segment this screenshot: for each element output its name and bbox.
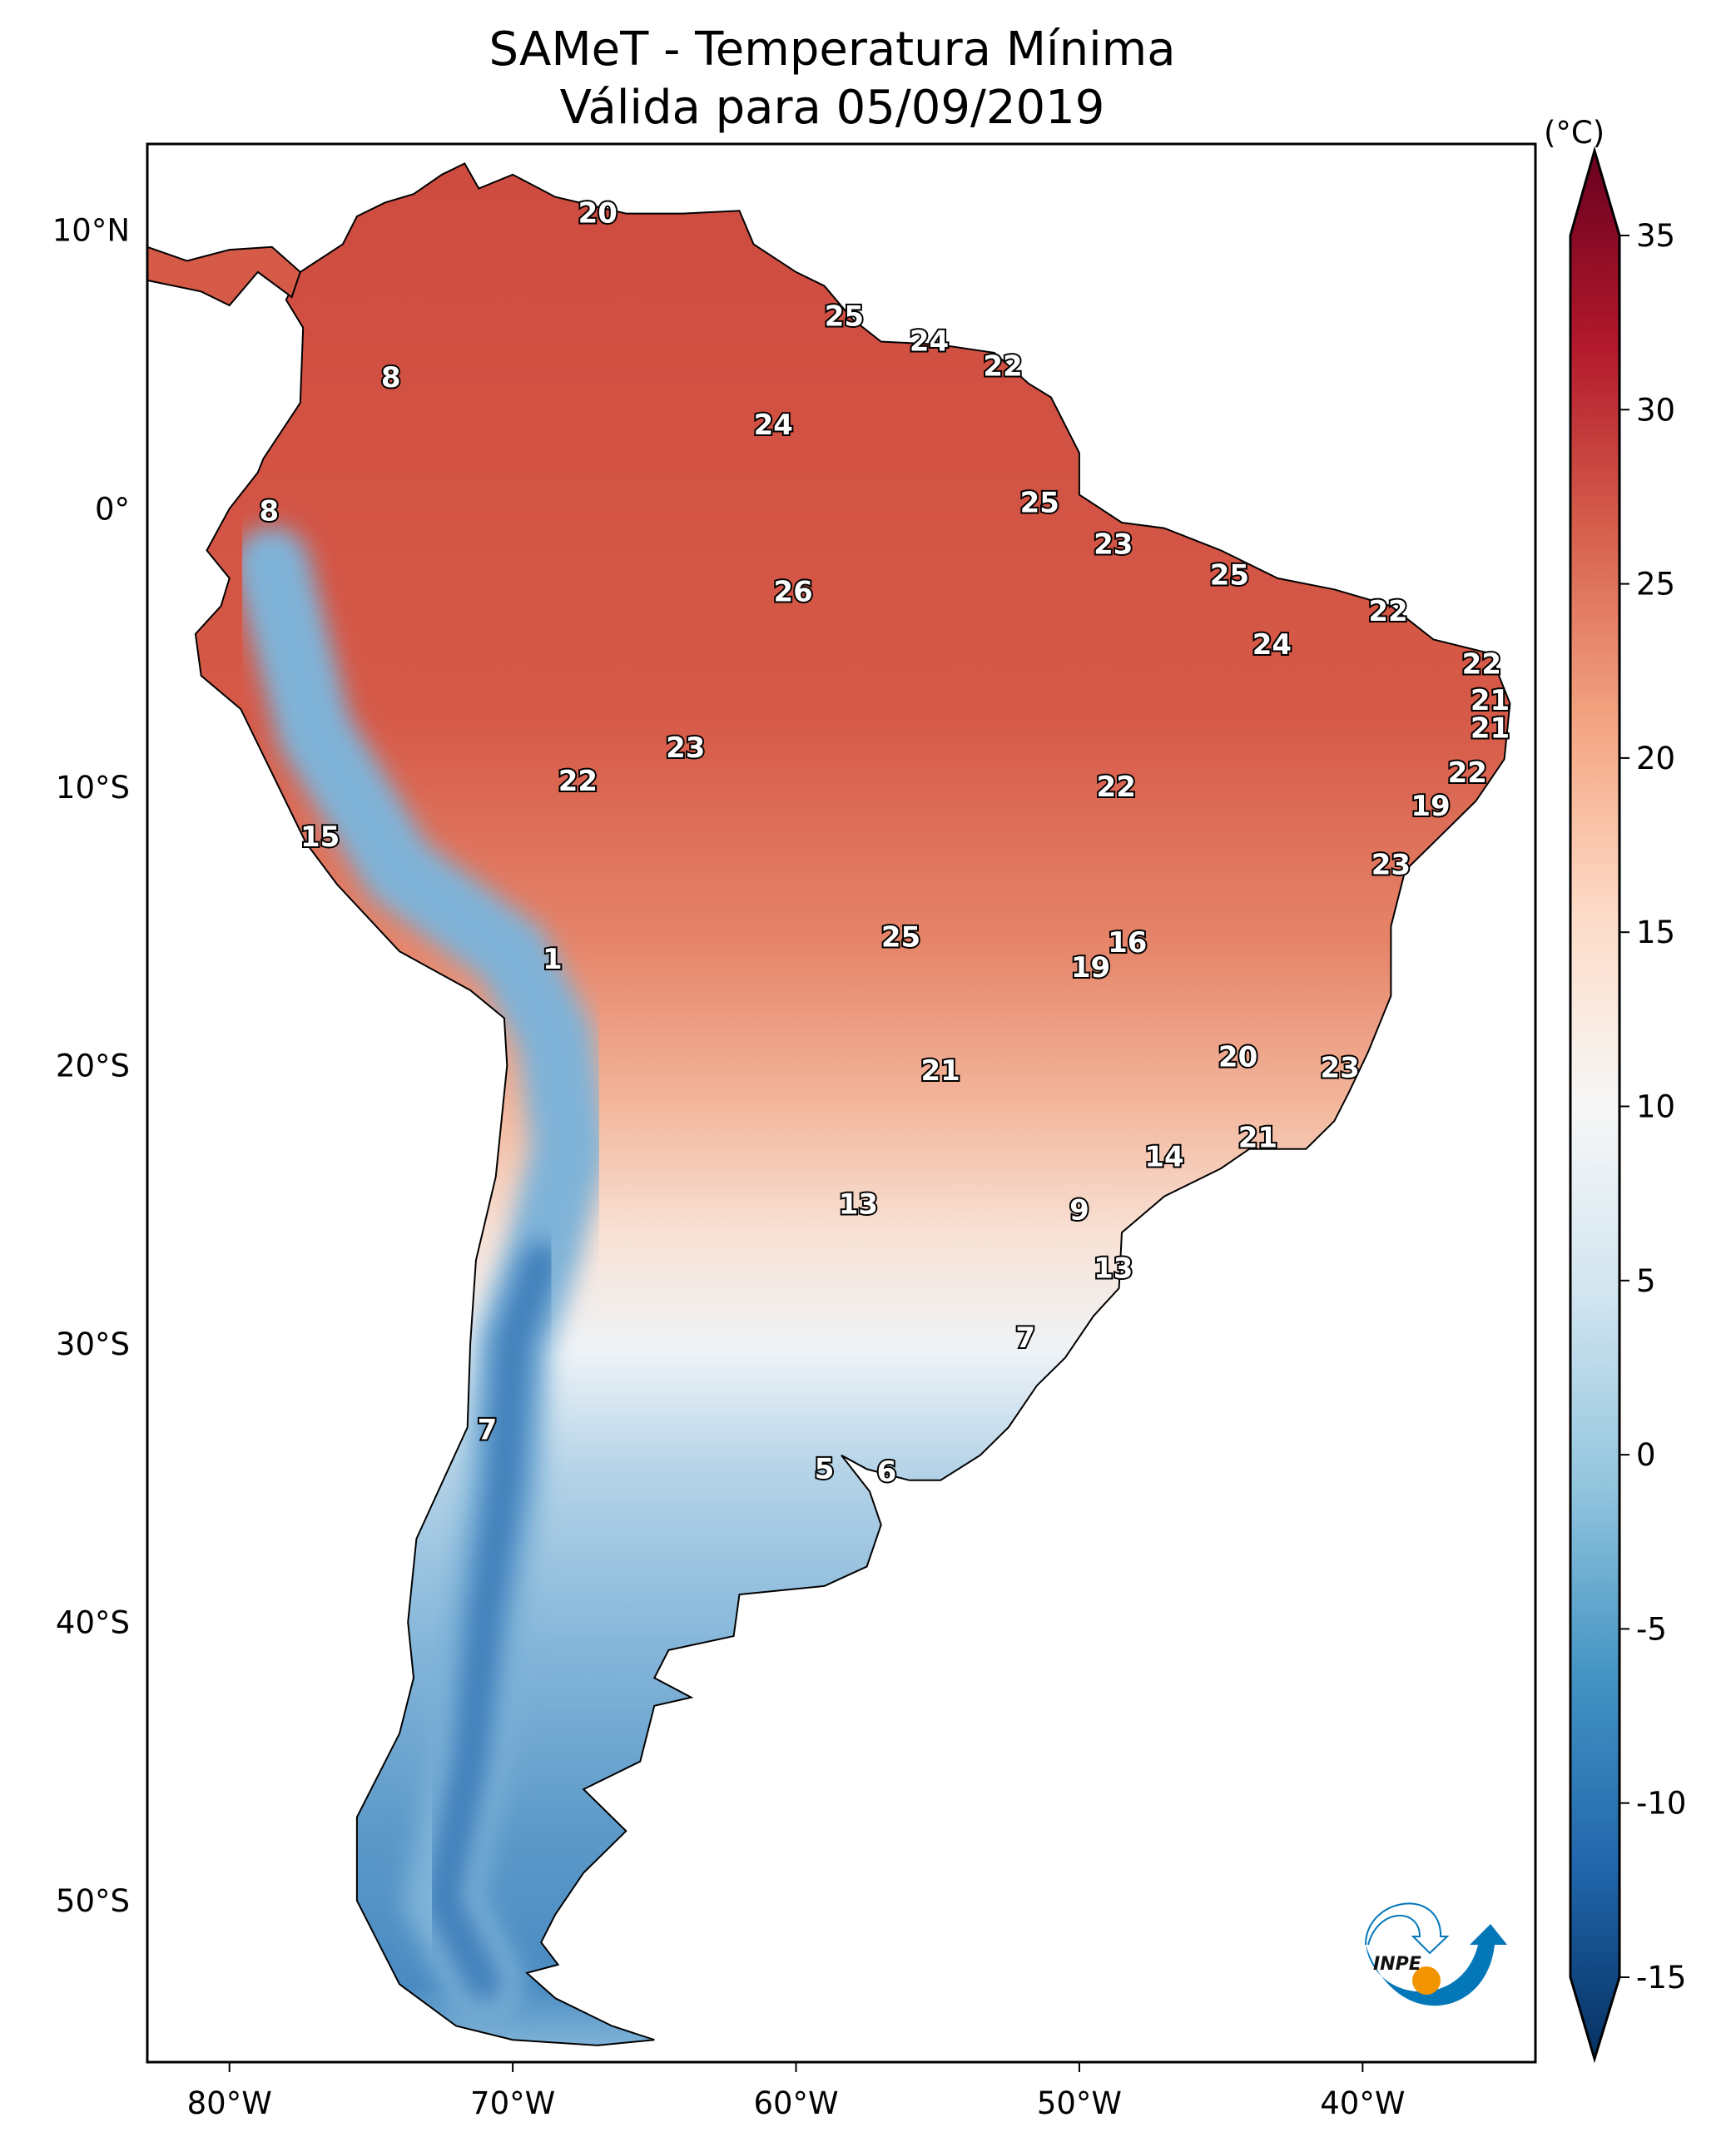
lat-tick-label: 20°S bbox=[56, 1048, 130, 1083]
colorbar-tick-label: 25 bbox=[1636, 567, 1675, 602]
title-line-2: Válida para 05/09/2019 bbox=[560, 81, 1105, 135]
contour-label: 24 bbox=[910, 325, 949, 359]
contour-label: 22 bbox=[1448, 756, 1487, 790]
contour-label: 1 bbox=[543, 943, 563, 976]
contour-label: 22 bbox=[1097, 771, 1136, 804]
logo-arrow-swoosh bbox=[1366, 1924, 1507, 2006]
contour-label: 20 bbox=[578, 197, 618, 231]
contour-label: 9 bbox=[1069, 1193, 1089, 1227]
contour-label: 25 bbox=[1210, 559, 1249, 593]
contour-label: 7 bbox=[1015, 1321, 1035, 1355]
lat-tick-label: 10°N bbox=[52, 213, 130, 249]
contour-label: 14 bbox=[1144, 1141, 1183, 1174]
lat-tick-label: 0° bbox=[95, 491, 130, 527]
colorbar-tick-label: 10 bbox=[1636, 1089, 1675, 1125]
lat-tick-label: 40°S bbox=[56, 1604, 130, 1640]
contour-label: 25 bbox=[1020, 487, 1059, 520]
lon-tick-label: 50°W bbox=[1037, 2085, 1122, 2121]
andes-cold-core bbox=[422, 1242, 560, 2003]
contour-label: 19 bbox=[1411, 790, 1450, 823]
contour-label: 8 bbox=[381, 361, 401, 394]
contour-label: 13 bbox=[839, 1188, 878, 1222]
contour-label: 24 bbox=[754, 409, 793, 442]
logo-arrow-outline bbox=[1365, 1902, 1450, 1955]
contour-label: 25 bbox=[825, 300, 864, 333]
map-frame bbox=[146, 142, 1537, 2064]
contour-label: 20 bbox=[1218, 1040, 1257, 1074]
colorbar-bar bbox=[1569, 146, 1621, 2064]
colorbar-tick-label: -5 bbox=[1636, 1611, 1667, 1647]
contour-label: 21 bbox=[1471, 684, 1510, 717]
colorbar-tick-label: 15 bbox=[1636, 915, 1675, 950]
contour-label: 23 bbox=[666, 731, 705, 765]
colorbar-tick-label: 5 bbox=[1636, 1263, 1656, 1299]
contour-label: 13 bbox=[1094, 1252, 1133, 1286]
contour-label: 19 bbox=[1071, 951, 1110, 984]
colorbar-tick-label: 20 bbox=[1636, 741, 1675, 776]
contour-label: 15 bbox=[300, 821, 340, 854]
contour-label: 21 bbox=[1471, 712, 1510, 746]
contour-label: 16 bbox=[1108, 926, 1147, 959]
colorbar: (°C) 35 30 25 20 15 10 5 0 -5 -10 -15 bbox=[1544, 115, 1686, 2064]
contour-label: 22 bbox=[1462, 648, 1501, 682]
logo-text: INPE bbox=[1373, 1954, 1421, 1975]
colorbar-tick-label: -10 bbox=[1636, 1786, 1686, 1822]
colorbar-tick-label: -15 bbox=[1636, 1960, 1686, 1996]
contour-label: 21 bbox=[1238, 1121, 1277, 1154]
contour-label: 7 bbox=[478, 1414, 498, 1447]
contour-label: 23 bbox=[1094, 528, 1133, 562]
contour-label: 24 bbox=[1252, 628, 1292, 662]
logo-sun bbox=[1412, 1966, 1441, 1995]
contour-label: 22 bbox=[983, 350, 1022, 384]
contour-label: 6 bbox=[877, 1455, 897, 1489]
lat-tick-label: 50°S bbox=[56, 1883, 130, 1919]
contour-label: 22 bbox=[558, 765, 598, 798]
contour-label: 5 bbox=[815, 1452, 835, 1485]
lon-tick-label: 40°W bbox=[1320, 2085, 1405, 2121]
latitude-axis: 10°N 0° 10°S 20°S 30°S 40°S 50°S bbox=[52, 213, 130, 1919]
title-line-1: SAMeT - Temperatura Mínima bbox=[489, 22, 1175, 77]
lat-tick-label: 30°S bbox=[56, 1326, 130, 1362]
coastline bbox=[194, 162, 1511, 2046]
contour-label: 23 bbox=[1320, 1052, 1359, 1085]
contour-label: 23 bbox=[1371, 848, 1411, 881]
colorbar-tick-label: 35 bbox=[1636, 218, 1675, 254]
lon-tick-label: 80°W bbox=[187, 2085, 272, 2121]
lat-tick-label: 10°S bbox=[56, 770, 130, 806]
colorbar-tick-label: 0 bbox=[1636, 1437, 1656, 1473]
contour-label: 21 bbox=[920, 1054, 960, 1088]
lon-tick-label: 70°W bbox=[470, 2085, 555, 2121]
colorbar-tick-label: 30 bbox=[1636, 392, 1675, 428]
colorbar-ticks: 35 30 25 20 15 10 5 0 -5 -10 -15 bbox=[1619, 218, 1686, 1996]
lon-tick-label: 60°W bbox=[753, 2085, 838, 2121]
contour-label: 8 bbox=[260, 495, 280, 528]
longitude-axis: 80°W 70°W 60°W 50°W 40°W bbox=[187, 2062, 1405, 2121]
colorbar-unit-label: (°C) bbox=[1544, 115, 1605, 151]
inpe-logo: INPE bbox=[1365, 1902, 1507, 2006]
contour-label: 22 bbox=[1368, 595, 1407, 628]
contour-label: 26 bbox=[773, 576, 812, 609]
contour-label: 25 bbox=[881, 920, 920, 954]
